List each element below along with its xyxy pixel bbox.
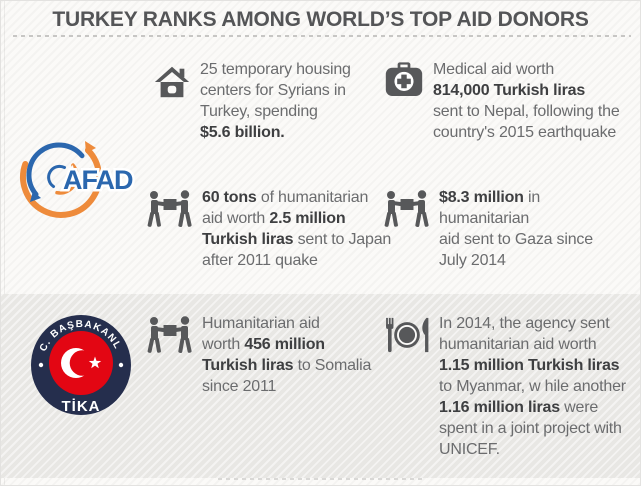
info-block-syria-housing: 25 temporary housing centers for Syrians… — [153, 59, 351, 143]
aid-carriers-icon — [147, 190, 193, 235]
info-text: $8.3 million in humanitarian aid sent to… — [439, 189, 593, 269]
info-block-nepal-medical: Medical aid worth 814,000 Turkish liras … — [384, 59, 620, 143]
info-text: 60 tons of humanitarian aid worth 2.5 mi… — [202, 189, 392, 269]
medical-bag-icon — [384, 62, 424, 104]
info-block-myanmar-aid: In 2014, the agency sent humanitarian ai… — [384, 313, 626, 460]
info-text: Humanitarian aid worth 456 million Turki… — [202, 315, 372, 395]
afad-logo: AFAD — [15, 125, 139, 234]
bottom-dashed-divider — [218, 478, 423, 480]
tika-bottom-label: TİKA — [62, 398, 101, 415]
house-icon — [153, 62, 191, 107]
food-plate-icon — [384, 316, 430, 359]
lower-section-band — [1, 294, 640, 478]
left-edge-divider — [4, 1, 5, 485]
aid-carriers-icon — [147, 316, 193, 361]
info-block-japan-quake-aid: 60 tons of humanitarian aid worth 2.5 mi… — [147, 187, 391, 271]
tika-emblem-icon: T.C. BAŞBAKANLIK TİKA — [25, 303, 131, 415]
info-text: 25 temporary housing centers for Syrians… — [200, 61, 351, 141]
info-text: In 2014, the agency sent humanitarian ai… — [439, 315, 626, 458]
tika-logo: T.C. BAŞBAKANLIK TİKA — [25, 303, 133, 426]
afad-swirl-icon: AFAD — [20, 141, 137, 218]
info-block-somalia-aid: Humanitarian aid worth 456 million Turki… — [147, 313, 371, 397]
afad-logo-label: AFAD — [63, 165, 133, 195]
top-dashed-divider — [13, 35, 631, 37]
infographic-title: TURKEY RANKS AMONG WORLD’S TOP AID DONOR… — [52, 8, 589, 31]
aid-carriers-icon — [384, 190, 430, 235]
info-block-gaza-aid: $8.3 million in humanitarian aid sent to… — [384, 187, 593, 271]
info-text: Medical aid worth 814,000 Turkish liras … — [433, 61, 620, 141]
